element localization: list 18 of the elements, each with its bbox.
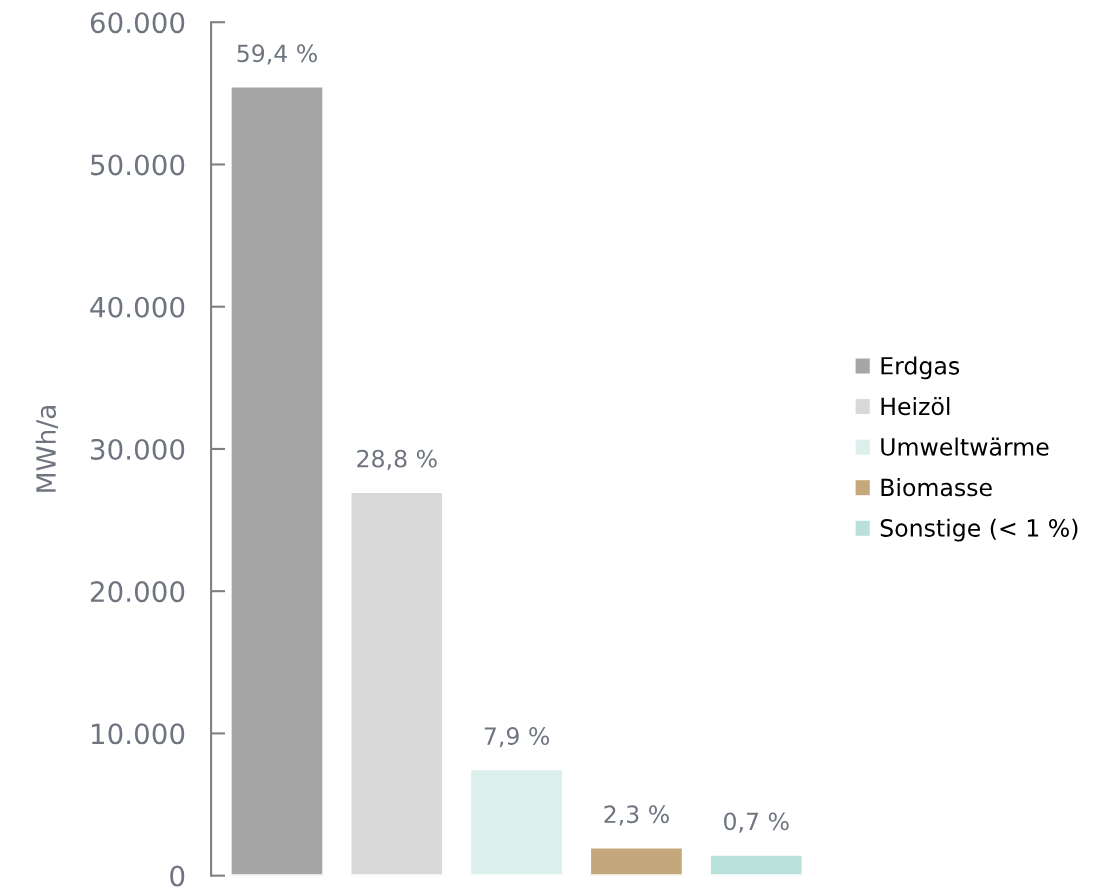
annotation: 2,3 % <box>604 805 669 826</box>
annotation: 0,7 % <box>724 812 789 833</box>
annotation: 28,8 % <box>357 449 437 471</box>
annotation: 59,4 % <box>237 44 317 65</box>
y-tick-label: 40.000 <box>90 296 185 318</box>
y-tick-label: 60.000 <box>90 12 185 34</box>
y-tick-label: 50.000 <box>91 154 185 176</box>
legend-label: Biomasse <box>881 478 992 497</box>
y-tick-label: 30.000 <box>91 438 185 460</box>
legend-label: Sonstige (< 1 %) <box>880 518 1078 542</box>
annotation: 7,9 % <box>484 727 550 748</box>
y-tick-label: 0 <box>170 865 185 887</box>
legend-label: Heizöl <box>881 396 950 416</box>
legend-label: Erdgas <box>881 356 960 380</box>
y-tick-label: 10.000 <box>91 723 185 745</box>
y-tick-label: 20.000 <box>90 581 185 603</box>
legend-label: Umweltwärme <box>881 437 1049 456</box>
y-axis-title: MWh/a <box>35 406 59 492</box>
